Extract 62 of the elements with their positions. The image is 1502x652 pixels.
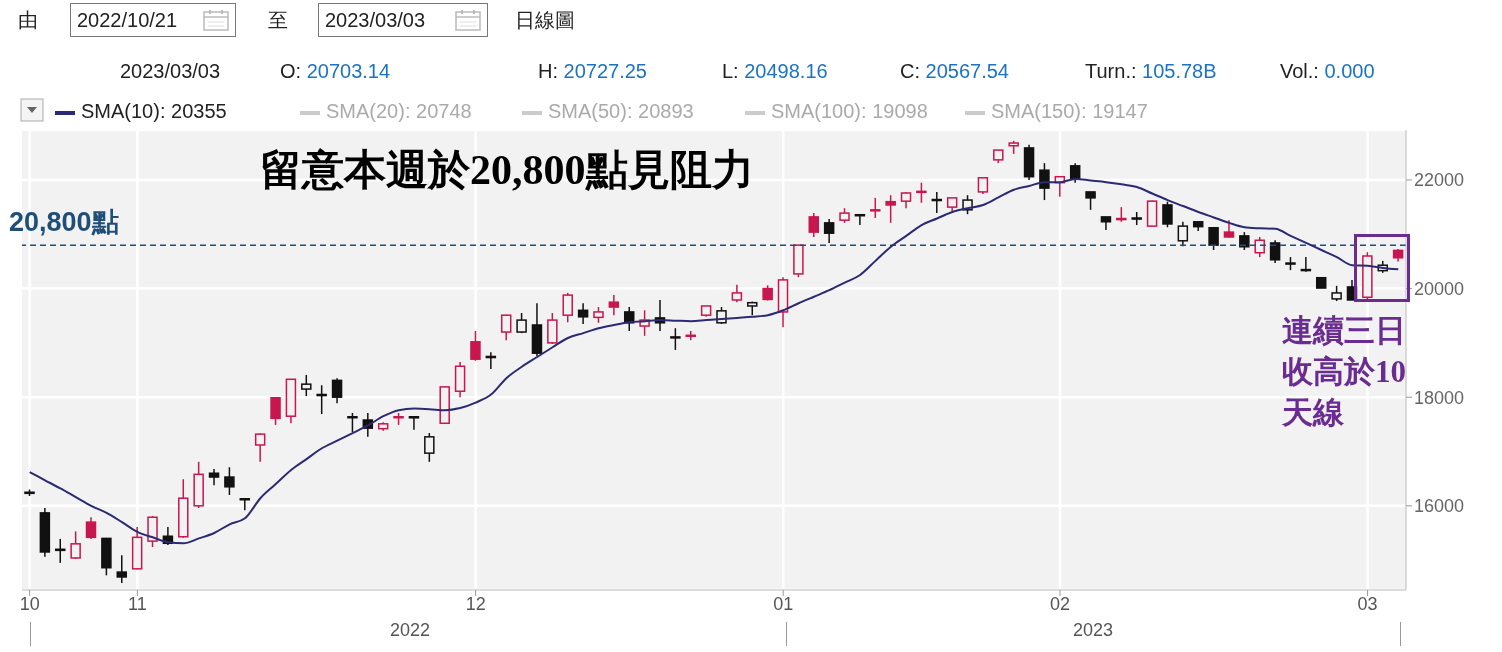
candlestick xyxy=(408,415,420,431)
y-tick-label: 18000 xyxy=(1414,387,1465,408)
candlestick xyxy=(885,194,896,224)
candlestick xyxy=(608,294,620,316)
candlestick xyxy=(1162,200,1173,228)
candlestick xyxy=(1208,227,1219,251)
annotation: 連續三日收高於10天線 xyxy=(1282,312,1407,432)
candlestick xyxy=(547,312,558,345)
x-tick-label: 10 xyxy=(19,594,40,614)
text: SMA(20): 20748 xyxy=(325,100,472,123)
y-tick-label: 22000 xyxy=(1414,170,1465,191)
candlestick xyxy=(239,498,251,511)
candlestick xyxy=(870,197,881,219)
text: 2022/10/21 xyxy=(77,9,178,31)
x-tick-label: 02 xyxy=(1049,594,1071,614)
y-tick-label: 16000 xyxy=(1414,496,1465,517)
text: 2023 xyxy=(1071,620,1114,641)
candlestick xyxy=(470,330,481,362)
legend-label: SMA(10): 20355 xyxy=(80,100,227,122)
candlestick xyxy=(1177,221,1189,247)
ref-line-label: 20,800點 xyxy=(9,207,119,238)
candlestick xyxy=(500,313,512,341)
text: L: 20498.16 xyxy=(722,60,828,82)
candlestick xyxy=(224,466,235,496)
text: O: 20703.14 xyxy=(280,60,391,82)
text: C: 20567.54 xyxy=(900,60,1009,82)
text: SMA(50): 20893 xyxy=(547,100,694,123)
x-tick-label: 12 xyxy=(465,594,486,614)
candlestick xyxy=(70,530,81,560)
candlestick xyxy=(1039,162,1050,201)
text: Turn.: 105.78B xyxy=(1085,60,1217,82)
candlestick xyxy=(254,432,266,463)
text: SMA(100): 19098 xyxy=(770,100,928,123)
text: 2023/03/03 xyxy=(325,9,426,31)
x-tick-label: 01 xyxy=(773,594,794,614)
text: 由 xyxy=(18,8,38,33)
text: Vol.: 0.000 xyxy=(1280,60,1375,82)
candlestick xyxy=(116,554,128,584)
x-tick-label: 11 xyxy=(127,594,147,614)
x-tick-label: 03 xyxy=(1357,594,1378,614)
candlestick xyxy=(670,327,681,351)
candlestick xyxy=(823,218,835,244)
text: 至 xyxy=(268,8,288,33)
candlestick xyxy=(808,212,820,238)
chart-title: 留意本週於20,800點見阻力 xyxy=(260,146,754,195)
text: 2023/03/03 xyxy=(120,60,221,83)
candlestick xyxy=(916,181,927,204)
candlestick xyxy=(562,292,573,324)
candlestick xyxy=(301,374,312,397)
candlestick xyxy=(147,515,158,548)
candlestick xyxy=(347,412,358,433)
candlestick xyxy=(331,377,343,404)
y-tick-label: 20000 xyxy=(1414,278,1465,299)
text: H: 20727.25 xyxy=(538,60,647,82)
text: 2022 xyxy=(388,620,431,641)
candlestick xyxy=(85,516,97,540)
text: SMA(150): 19147 xyxy=(990,100,1148,123)
candlestick xyxy=(577,302,589,325)
text: 日線圖 xyxy=(515,8,575,33)
candlestick xyxy=(424,432,435,463)
candlestick xyxy=(1254,236,1265,258)
candlestick xyxy=(270,396,281,426)
